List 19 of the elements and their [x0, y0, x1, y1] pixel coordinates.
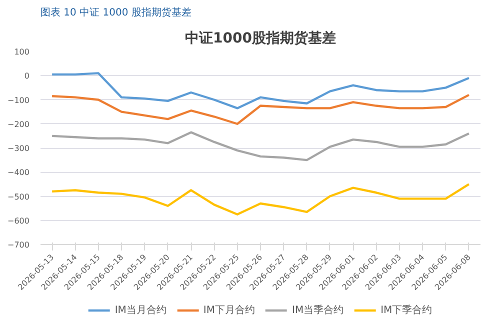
line-series	[50, 72, 470, 110]
chart-subtitle: 图表 10 中证 1000 股指期货基差	[40, 6, 192, 18]
y-tick-label: −100	[8, 96, 30, 105]
y-tick-label: −300	[8, 144, 30, 153]
line-series	[50, 94, 470, 125]
legend-label: IM下月合约	[203, 304, 255, 317]
line-series	[50, 131, 470, 162]
y-tick-label: −600	[8, 216, 30, 226]
y-tick-label: −200	[8, 120, 30, 129]
y-tick-label: −500	[8, 192, 30, 202]
legend-label: IM下季合约	[380, 304, 432, 317]
y-tick-label: 0	[24, 72, 30, 81]
line-series	[50, 183, 470, 216]
y-tick-label: −400	[8, 168, 30, 178]
y-tick-label: −700	[8, 240, 30, 250]
y-tick-label: 100	[14, 48, 30, 56]
legend-label: IM当月合约	[114, 304, 166, 317]
legend-label: IM当季合约	[292, 304, 344, 317]
chart-title: 中证1000股指期货基差	[185, 30, 336, 46]
